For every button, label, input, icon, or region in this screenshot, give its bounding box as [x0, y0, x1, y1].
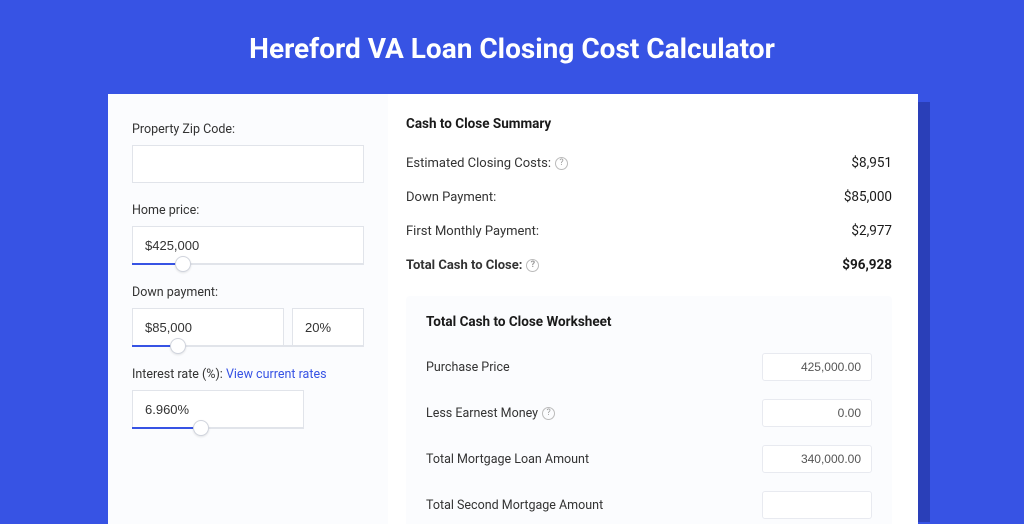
summary-row-closing-costs: Estimated Closing Costs: ? $8,951: [406, 146, 892, 180]
summary-row-first-payment: First Monthly Payment: $2,977: [406, 214, 892, 248]
interest-rate-label-text: Interest rate (%):: [132, 367, 226, 382]
summary-label-text: First Monthly Payment:: [406, 224, 539, 239]
summary-total-value: $96,928: [842, 257, 892, 273]
zip-field-group: Property Zip Code:: [132, 122, 364, 183]
interest-rate-label: Interest rate (%): View current rates: [132, 367, 364, 382]
help-icon[interactable]: ?: [542, 407, 555, 420]
zip-label: Property Zip Code:: [132, 122, 364, 137]
worksheet-row-earnest-money: Less Earnest Money ?: [426, 390, 872, 436]
worksheet-panel: Total Cash to Close Worksheet Purchase P…: [406, 296, 892, 524]
summary-title: Cash to Close Summary: [406, 116, 892, 132]
interest-rate-field-group: Interest rate (%): View current rates: [132, 367, 364, 429]
summary-row-total: Total Cash to Close: ? $96,928: [406, 248, 892, 282]
down-payment-pct-input[interactable]: [292, 308, 364, 346]
interest-rate-slider[interactable]: [132, 427, 304, 429]
results-panel: Cash to Close Summary Estimated Closing …: [388, 94, 918, 524]
down-payment-amount-input[interactable]: [132, 308, 284, 346]
worksheet-title: Total Cash to Close Worksheet: [426, 314, 872, 330]
worksheet-loan-amount-input[interactable]: [762, 445, 872, 473]
zip-input[interactable]: [132, 145, 364, 183]
page-title: Hereford VA Loan Closing Cost Calculator: [0, 0, 1024, 89]
summary-row-down-payment: Down Payment: $85,000: [406, 180, 892, 214]
home-price-label: Home price:: [132, 203, 364, 218]
worksheet-second-mortgage-input[interactable]: [762, 491, 872, 519]
worksheet-row-second-mortgage: Total Second Mortgage Amount: [426, 482, 872, 524]
help-icon[interactable]: ?: [526, 259, 539, 272]
down-payment-slider[interactable]: [132, 345, 364, 347]
summary-label-text: Down Payment:: [406, 190, 496, 205]
worksheet-label-text: Total Second Mortgage Amount: [426, 498, 603, 513]
home-price-slider[interactable]: [132, 263, 364, 265]
worksheet-row-loan-amount: Total Mortgage Loan Amount: [426, 436, 872, 482]
summary-value: $85,000: [844, 189, 892, 205]
summary-total-label: Total Cash to Close:: [406, 258, 522, 273]
summary-label-text: Estimated Closing Costs:: [406, 156, 551, 171]
inputs-panel: Property Zip Code: Home price: Down paym…: [108, 94, 388, 524]
calculator-card: Property Zip Code: Home price: Down paym…: [108, 94, 918, 524]
worksheet-label-text: Total Mortgage Loan Amount: [426, 452, 589, 467]
worksheet-purchase-price-input[interactable]: [762, 353, 872, 381]
worksheet-row-purchase-price: Purchase Price: [426, 344, 872, 390]
home-price-slider-thumb[interactable]: [175, 256, 191, 272]
view-rates-link[interactable]: View current rates: [226, 367, 327, 382]
worksheet-earnest-money-input[interactable]: [762, 399, 872, 427]
summary-value: $8,951: [851, 155, 892, 171]
summary-value: $2,977: [851, 223, 892, 239]
worksheet-label-text: Purchase Price: [426, 360, 510, 375]
down-payment-slider-thumb[interactable]: [170, 338, 186, 354]
help-icon[interactable]: ?: [555, 157, 568, 170]
down-payment-label: Down payment:: [132, 285, 364, 300]
home-price-input[interactable]: [132, 226, 364, 264]
interest-rate-slider-thumb[interactable]: [193, 420, 209, 436]
down-payment-field-group: Down payment:: [132, 285, 364, 347]
home-price-field-group: Home price:: [132, 203, 364, 265]
worksheet-label-text: Less Earnest Money: [426, 406, 538, 421]
interest-rate-input[interactable]: [132, 390, 304, 428]
